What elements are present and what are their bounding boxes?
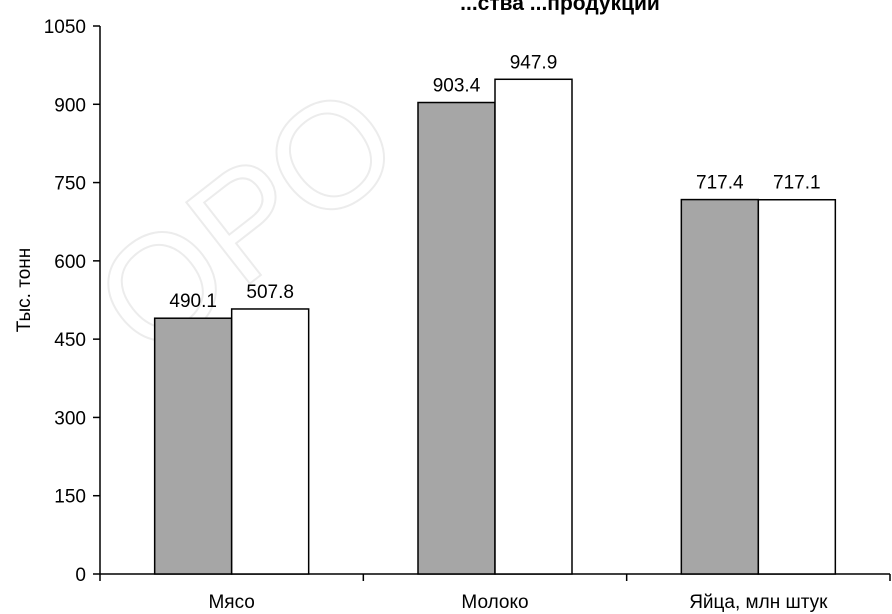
- y-tick-label: 600: [54, 252, 86, 273]
- bar: [494, 78, 573, 575]
- y-tick-label: 300: [54, 408, 86, 429]
- x-tick-label: Яйца, млн штук: [689, 592, 828, 613]
- y-tick-label: 1050: [44, 17, 86, 38]
- chart-title: ...ства ...продукции: [460, 0, 660, 15]
- bar: [417, 101, 496, 575]
- bar: [153, 317, 233, 575]
- y-tick-label: 900: [54, 95, 86, 116]
- data-label: 507.8: [246, 282, 294, 303]
- data-label: 903.4: [433, 76, 481, 97]
- bar: [680, 198, 760, 575]
- data-label: 717.1: [773, 173, 821, 194]
- x-tick-label: Мясо: [208, 592, 254, 613]
- data-label: 947.9: [510, 52, 558, 73]
- plot-area: 0 150 300 450 600 750 900 1050 490.1 507.8 Мясо 903…: [44, 17, 891, 613]
- y-axis-title: Тыс. тонн: [14, 248, 35, 333]
- y-tick-label: 0: [75, 565, 86, 586]
- data-label: 490.1: [169, 291, 217, 312]
- y-tick-label: 150: [54, 487, 86, 508]
- bar: [230, 308, 310, 575]
- bar: [757, 198, 837, 575]
- y-tick-label: 450: [54, 330, 86, 351]
- data-label: 717.4: [696, 173, 744, 194]
- x-tick-label: Молоко: [461, 592, 528, 613]
- y-tick-label: 750: [54, 174, 86, 195]
